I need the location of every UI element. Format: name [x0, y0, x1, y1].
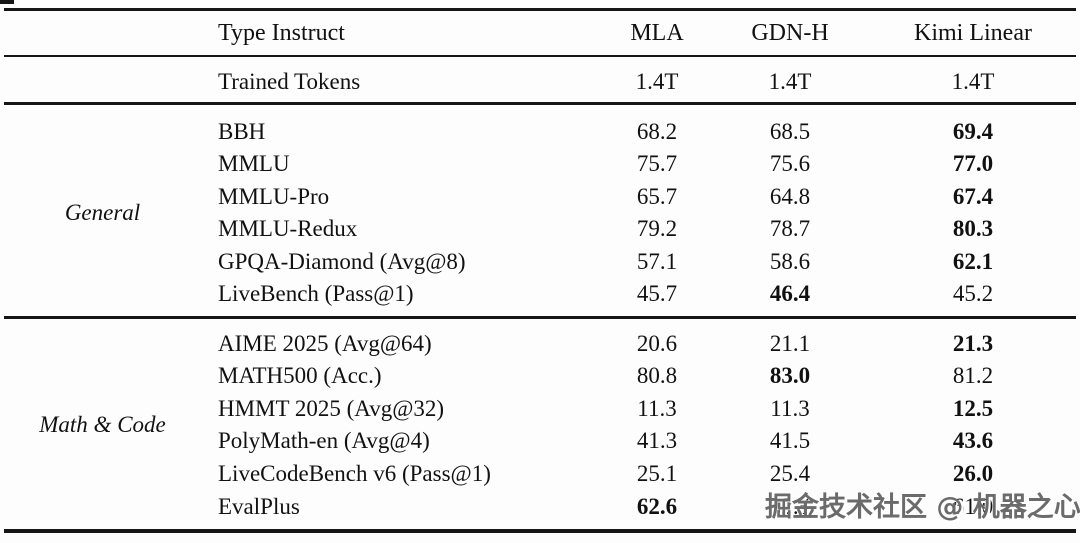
kimi-linear-value: 77.0 — [952, 151, 994, 176]
benchmark-name: LiveCodeBench v6 (Pass@1) — [218, 460, 491, 486]
mla-value: 65.7 — [636, 183, 678, 209]
table-row: HMMT 2025 (Avg@32) 11.3 11.3 12.5 — [0, 392, 1080, 425]
table-row: MMLU-Pro 65.7 64.8 67.4 — [0, 180, 1080, 213]
kimi-linear-value: 12.5 — [952, 395, 994, 421]
header-bottom-rule — [4, 55, 1076, 57]
table-row: LiveCodeBench v6 (Pass@1) 25.1 25.4 26.0 — [0, 457, 1080, 490]
table-row: GPQA-Diamond (Avg@8) 57.1 58.6 62.1 — [0, 245, 1080, 278]
kimi-linear-value: 81.2 — [952, 363, 994, 389]
meta-bottom-rule — [4, 102, 1076, 105]
table-row: MMLU 75.7 75.6 77.0 — [0, 147, 1080, 180]
kimi-linear-value: 69.4 — [952, 118, 994, 144]
benchmark-name: MMLU — [218, 151, 290, 176]
gdnh-value: 46.4 — [769, 281, 811, 306]
section-label-math-code: Math & Code — [39, 412, 166, 437]
benchmark-name: GPQA-Diamond (Avg@8) — [218, 248, 466, 274]
benchmark-name: AIME 2025 (Avg@64) — [218, 330, 432, 356]
kimi-linear-value: 80.3 — [952, 216, 994, 241]
kimi-linear-value: 43.6 — [952, 428, 994, 454]
kimi-linear-value: 45.2 — [952, 281, 994, 306]
gdnh-value: 83.0 — [769, 363, 811, 389]
header-row-label: Type Instruct — [218, 20, 345, 46]
gdnh-value: 64.8 — [769, 183, 811, 209]
kimi-linear-value: 61.0 — [952, 493, 994, 519]
benchmark-name: HMMT 2025 (Avg@32) — [218, 395, 445, 421]
kimi-linear-value: 62.1 — [952, 248, 994, 274]
benchmark-name: PolyMath-en (Avg@4) — [218, 428, 430, 454]
watermark: 掘金技术社区 @ 机器之心 — [765, 492, 1080, 523]
trained-tokens-label: Trained Tokens — [218, 69, 361, 94]
gdnh-value: 78.7 — [769, 216, 811, 241]
benchmark-name: BBH — [218, 118, 266, 144]
gdnh-value: 41.5 — [769, 428, 811, 454]
mla-value: 79.2 — [636, 216, 678, 241]
table-row: MATH500 (Acc.) 80.8 83.0 81.2 — [0, 359, 1080, 392]
crop-artifact-mark — [0, 0, 14, 4]
kimi-linear-value: 26.0 — [952, 460, 994, 486]
column-header-gdnh: GDN-H — [751, 20, 829, 46]
mla-value: 68.2 — [636, 118, 678, 144]
benchmark-name: EvalPlus — [218, 493, 300, 519]
trained-tokens-gdnh: 1.4T — [768, 69, 812, 94]
table-header-row: Type Instruct MLA GDN-H Kimi Linear — [0, 11, 1080, 55]
table-row: LiveBench (Pass@1) 45.7 46.4 45.2 — [0, 277, 1080, 310]
mla-value: 41.3 — [636, 428, 678, 454]
benchmark-name: LiveBench (Pass@1) — [218, 281, 414, 306]
gdnh-value: 75.6 — [769, 151, 811, 176]
kimi-linear-value: 67.4 — [952, 183, 994, 209]
benchmark-name: MATH500 (Acc.) — [218, 363, 382, 389]
trained-tokens-mla: 1.4T — [635, 69, 679, 94]
mla-value: 25.1 — [636, 460, 678, 486]
trained-tokens-kimi: 1.4T — [951, 69, 995, 94]
mla-value: 11.3 — [637, 395, 677, 421]
mla-value: 80.8 — [636, 363, 678, 389]
mla-value: 62.6 — [636, 493, 678, 519]
kimi-linear-value: 21.3 — [952, 330, 994, 356]
table-row: EvalPlus 62.6 62.5 61.0 — [0, 490, 1080, 523]
column-header-mla: MLA — [630, 20, 684, 46]
section-label-general: General — [64, 200, 141, 225]
table-row: PolyMath-en (Avg@4) 41.3 41.5 43.6 — [0, 424, 1080, 457]
section-divider-rule — [4, 316, 1076, 319]
column-header-kimi-linear: Kimi Linear — [914, 20, 1032, 46]
mla-value: 20.6 — [636, 330, 678, 356]
benchmark-name: MMLU-Pro — [218, 183, 330, 209]
mla-value: 57.1 — [636, 248, 678, 274]
table-top-rule — [4, 8, 1076, 11]
gdnh-value: 68.5 — [769, 118, 811, 144]
benchmark-name: MMLU-Redux — [218, 216, 358, 241]
gdnh-value: 62.5 — [769, 493, 811, 519]
trained-tokens-row: Trained Tokens 1.4T 1.4T 1.4T — [0, 60, 1080, 104]
mla-value: 45.7 — [636, 281, 678, 306]
table-row: BBH 68.2 68.5 69.4 — [0, 115, 1080, 148]
gdnh-value: 21.1 — [769, 330, 811, 356]
table-row: MMLU-Redux 79.2 78.7 80.3 — [0, 212, 1080, 245]
table-row: AIME 2025 (Avg@64) 20.6 21.1 21.3 — [0, 327, 1080, 360]
gdnh-value: 25.4 — [769, 460, 811, 486]
mla-value: 75.7 — [636, 151, 678, 176]
gdnh-value: 11.3 — [770, 395, 810, 421]
gdnh-value: 58.6 — [769, 248, 811, 274]
table-bottom-rule — [4, 529, 1076, 533]
